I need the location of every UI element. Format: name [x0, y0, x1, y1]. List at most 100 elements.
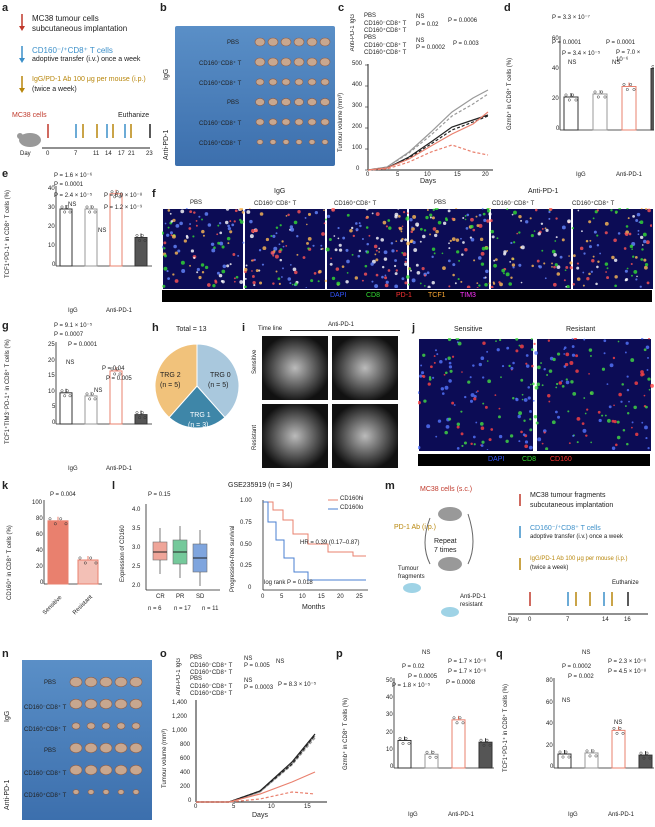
cell-dot — [449, 239, 452, 243]
cell-dot — [169, 231, 173, 235]
bar — [59, 208, 73, 267]
cell-dot — [561, 238, 565, 242]
panel-label-l: l — [112, 480, 116, 492]
panel-label-q: q — [496, 648, 503, 660]
cell-dot — [162, 231, 164, 235]
cell-dot — [296, 253, 299, 256]
cell-dot — [467, 380, 471, 384]
cell-dot — [405, 216, 410, 221]
cell-dot — [456, 447, 460, 450]
cell-dot — [167, 277, 171, 281]
cell-dot — [196, 267, 200, 272]
data-point — [85, 205, 89, 209]
cell-dot — [482, 212, 486, 216]
cell-dot — [475, 215, 478, 218]
y-axis-label: Tumour volume (mm³) — [338, 92, 344, 152]
row-label: PBS — [44, 748, 57, 754]
tumour — [71, 722, 81, 730]
stat-label: P = 0.005 — [244, 663, 270, 669]
cell-dot — [361, 237, 364, 240]
cell-dot — [531, 382, 535, 386]
cell-dot — [418, 400, 421, 405]
tumour — [114, 764, 128, 776]
x-tick: 0 — [366, 172, 370, 178]
chart-e: P = 1.6 × 10⁻⁶ P = 0.0001 P = 2.4 × 10⁻⁵… — [2, 170, 206, 320]
stat-label: P = 0.0001 — [552, 40, 582, 46]
cell-dot — [611, 255, 615, 260]
cell-dot — [547, 339, 551, 342]
cell-dot — [604, 231, 608, 235]
data-point — [118, 372, 122, 376]
tumour — [319, 57, 331, 67]
cell-dot — [480, 356, 485, 361]
cell-dot — [613, 404, 615, 407]
cell-dot — [473, 259, 476, 262]
cell-dot — [533, 230, 536, 232]
cell-dot — [189, 223, 192, 226]
cell-dot — [490, 285, 494, 288]
cell-dot — [568, 255, 570, 257]
cell-dot — [432, 208, 435, 212]
cell-dot — [289, 282, 292, 285]
step3: IgG/PD-1 Ab 100 μg per mouse (i.p.) — [530, 556, 628, 562]
cell-dot — [625, 225, 629, 228]
cell-dot — [221, 245, 225, 249]
ct-scan — [262, 404, 328, 468]
cell-dot — [618, 208, 621, 210]
cell-dot — [499, 282, 503, 287]
cell-dot — [472, 228, 476, 232]
data-point — [428, 755, 432, 759]
tumour — [294, 78, 304, 86]
col-label: Resistant — [566, 326, 596, 333]
bar — [134, 414, 148, 425]
cell-dot — [262, 246, 267, 251]
cell-dot — [331, 208, 336, 212]
cell-dot — [631, 426, 633, 429]
cell-dot — [220, 279, 224, 283]
cell-dot — [337, 237, 340, 240]
legend-item: CD160⁻CD8⁺ T — [364, 43, 407, 49]
cell-dot — [586, 408, 589, 411]
cell-dot — [531, 364, 534, 368]
stat-label: NS — [66, 360, 75, 366]
data-point — [110, 190, 114, 194]
x-tick: 0 — [261, 594, 265, 600]
cell-dot — [320, 248, 323, 251]
cell-dot — [555, 217, 558, 220]
cell-dot — [201, 229, 205, 234]
cell-dot — [598, 418, 602, 423]
x-tick: 10 — [299, 594, 306, 600]
cell-dot — [520, 378, 524, 382]
data-point — [461, 721, 465, 725]
data-point — [618, 726, 622, 730]
y-tick: 3.5 — [132, 526, 141, 532]
cell-dot — [447, 338, 452, 342]
data-point — [48, 517, 52, 521]
data-point — [458, 716, 462, 720]
cell-dot — [564, 362, 569, 367]
cell-dot — [409, 240, 413, 244]
cell-dot — [433, 355, 436, 357]
legend-item: CD8 — [366, 292, 381, 299]
cell-dot — [181, 269, 186, 273]
cell-dot — [390, 242, 394, 245]
cell-dot — [596, 243, 600, 247]
cell-dot — [455, 338, 460, 341]
cell-dot — [393, 264, 397, 268]
data-point — [90, 205, 94, 209]
cell-dot — [548, 217, 551, 220]
cell-dot — [217, 241, 221, 245]
cell-dot — [486, 219, 490, 223]
cell-dot — [604, 221, 609, 226]
legend-item: CD160⁺CD8⁺ T — [190, 691, 233, 697]
y-axis-label: TCF1⁺PD-1⁺ in CD8⁺ T cells (%) — [503, 684, 509, 772]
cell-dot — [509, 434, 514, 438]
cell-dot — [213, 246, 216, 250]
data-point — [143, 239, 147, 242]
x-tick: PR — [176, 594, 185, 600]
cell-dot — [354, 276, 358, 280]
image-tile — [490, 208, 572, 290]
legend-item: CD160hi — [340, 496, 364, 502]
row-label: CD160⁻CD8⁺ T — [24, 771, 67, 777]
cell-dot — [565, 266, 569, 269]
